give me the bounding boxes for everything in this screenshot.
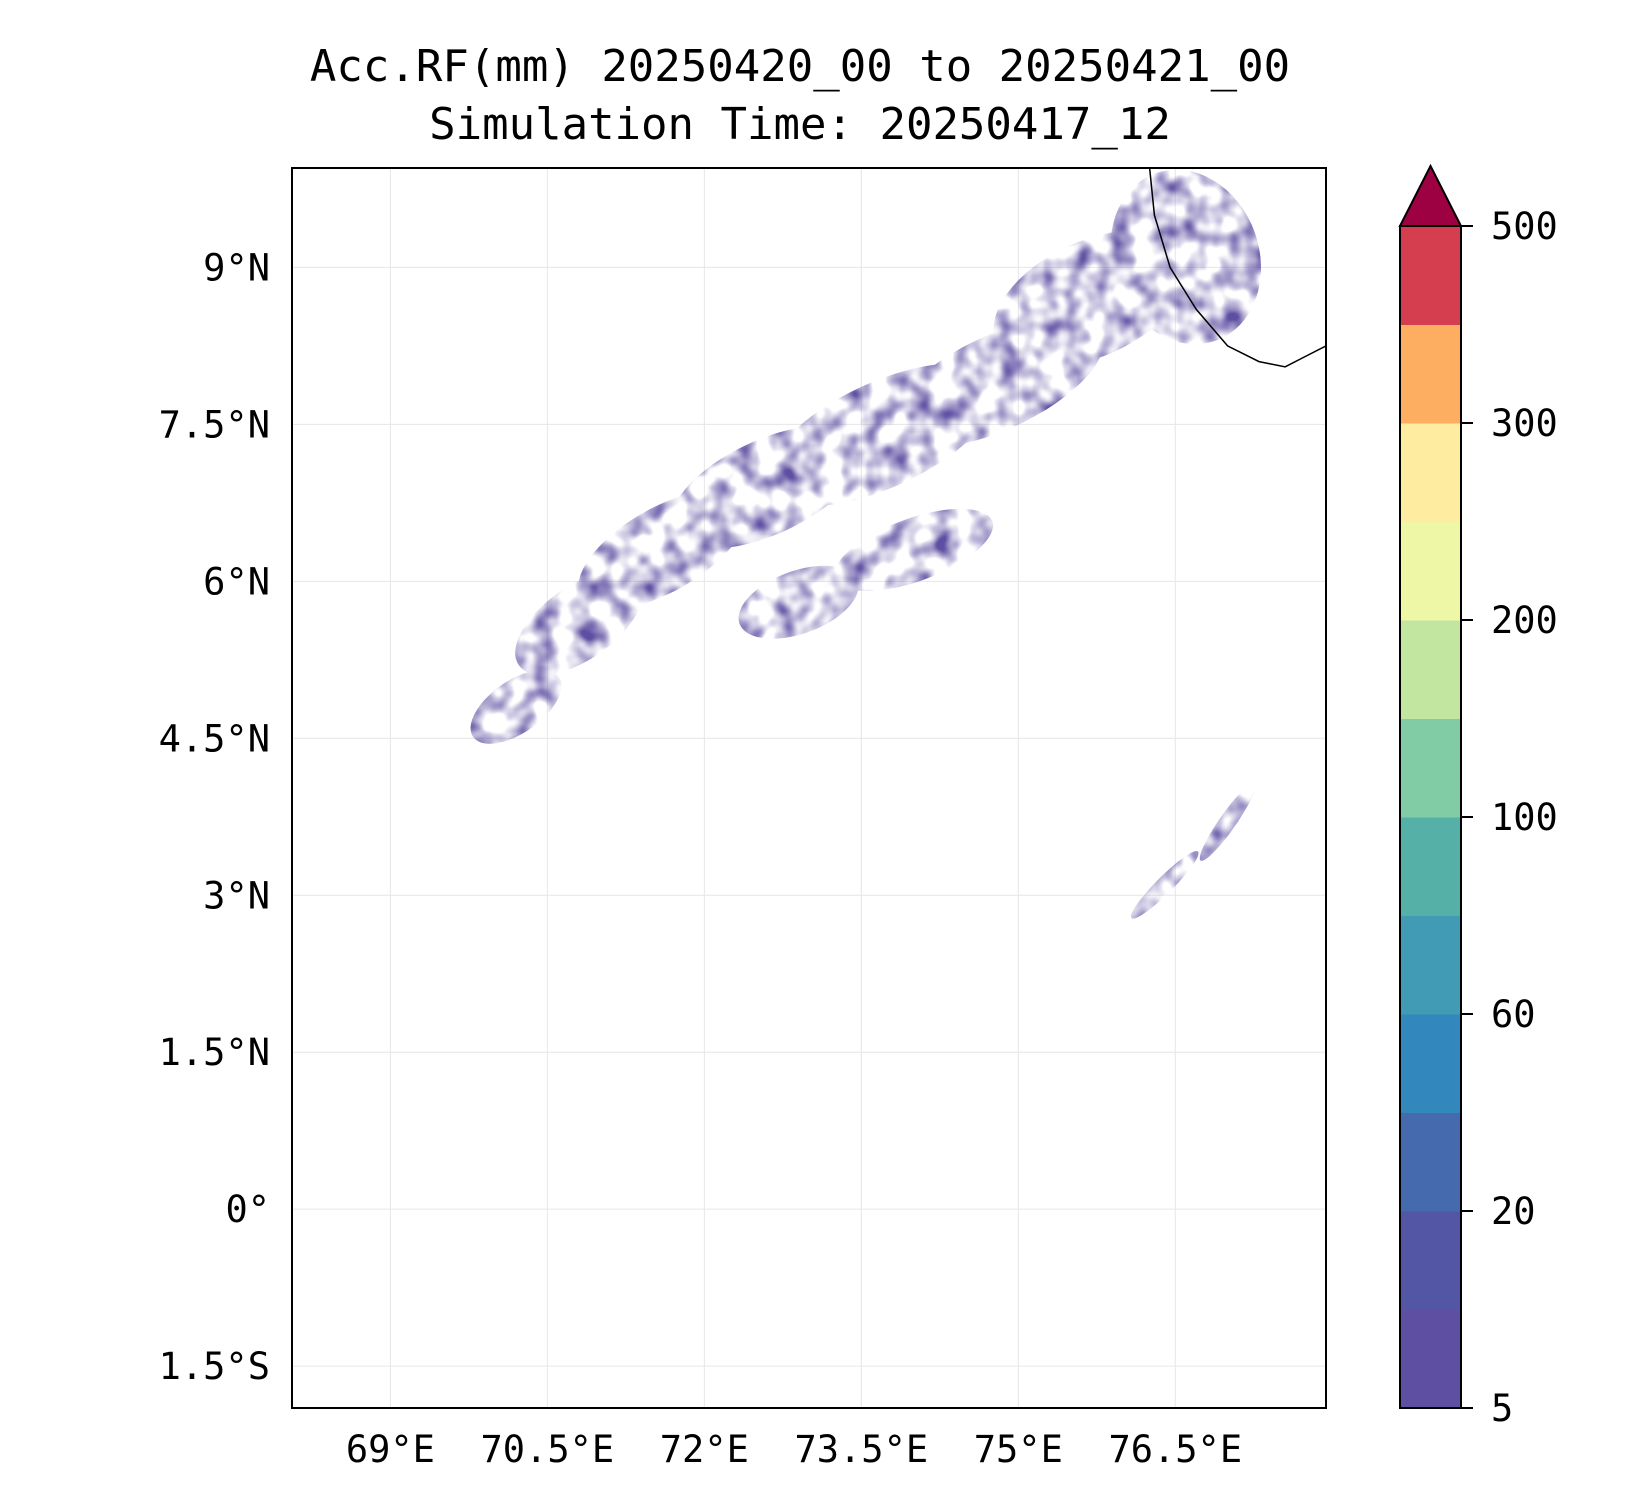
colorbar-band [1400, 718, 1461, 818]
lat-tick-label: 1.5°S [159, 1345, 270, 1388]
map-frame [291, 167, 1327, 1409]
colorbar-tick-label: 200 [1491, 599, 1558, 642]
colorbar-band [1400, 620, 1461, 719]
rain-patch [1199, 783, 1256, 861]
colorbar-tick-label: 5 [1491, 1387, 1513, 1430]
chart-title: Acc.RF(mm) 20250420_00 to 20250421_00 Si… [250, 38, 1350, 154]
colorbar-band [1400, 226, 1461, 325]
coastline [1148, 168, 1326, 368]
title-line-2: Simulation Time: 20250417_12 [429, 99, 1171, 150]
lat-tick-label: 3°N [203, 874, 270, 917]
india-coastline [1148, 168, 1326, 368]
rain-patch [1110, 169, 1262, 345]
colorbar-band [1400, 915, 1461, 1015]
colorbar-band [1400, 423, 1461, 522]
lon-tick-label: 76.5°E [1108, 1428, 1242, 1471]
colorbar-band [1400, 1309, 1461, 1409]
colorbar-tick-label: 500 [1491, 205, 1558, 248]
lat-tick-label: 7.5°N [159, 403, 270, 446]
lat-tick-label: 6°N [203, 560, 270, 603]
colorbar-tick-label: 300 [1491, 402, 1558, 445]
colorbar: 5 20 60 100 200 300 500 [1398, 163, 1558, 1430]
lon-tick-label: 69°E [346, 1428, 435, 1471]
lon-tick-label: 72°E [660, 1428, 749, 1471]
lon-tick-label: 73.5°E [794, 1428, 928, 1471]
rainfall-field [470, 169, 1262, 919]
colorbar-extend-arrow [1398, 163, 1463, 227]
lat-tick-label: 9°N [203, 246, 270, 289]
lon-tick-label: 75°E [974, 1428, 1063, 1471]
colorbar-tick-label: 100 [1491, 796, 1558, 839]
lon-tick-label: 70.5°E [481, 1428, 615, 1471]
colorbar-tick-label: 60 [1491, 993, 1536, 1036]
colorbar-band [1400, 817, 1461, 916]
gridlines [292, 168, 1326, 1408]
rain-patch [470, 670, 562, 744]
lat-tick-label: 0° [225, 1188, 270, 1231]
colorbar-band [1400, 1112, 1461, 1212]
colorbar-band [1400, 1014, 1461, 1113]
colorbar-band [1400, 1211, 1461, 1310]
title-line-1: Acc.RF(mm) 20250420_00 to 20250421_00 [309, 41, 1291, 92]
lat-tick-label: 1.5°N [159, 1031, 270, 1074]
colorbar-tick-label: 20 [1491, 1190, 1536, 1233]
latitude-axis: 9°N 7.5°N 6°N 4.5°N 3°N 1.5°N 0° 1.5°S [159, 246, 270, 1388]
lat-tick-label: 4.5°N [159, 717, 270, 760]
rain-patch [1131, 850, 1199, 919]
colorbar-band [1400, 324, 1461, 424]
rain-patch [834, 508, 994, 592]
colorbar-band [1400, 521, 1461, 621]
rain-patch [738, 565, 859, 639]
longitude-axis: 69°E 70.5°E 72°E 73.5°E 75°E 76.5°E [346, 1428, 1242, 1471]
